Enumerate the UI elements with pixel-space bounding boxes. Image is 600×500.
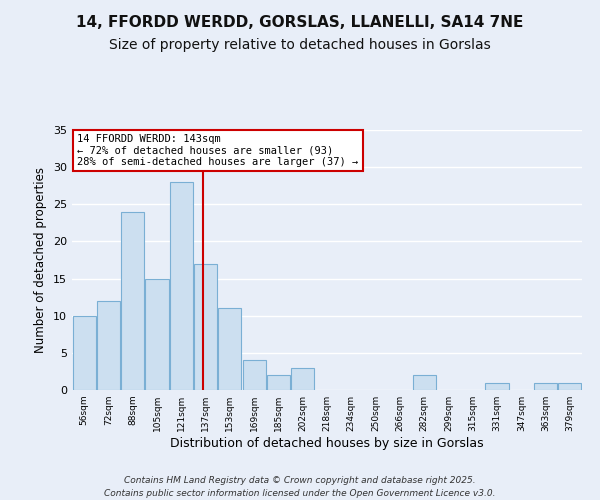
X-axis label: Distribution of detached houses by size in Gorslas: Distribution of detached houses by size … [170,437,484,450]
Bar [267,375,290,390]
Bar [194,264,217,390]
Bar [413,375,436,390]
Text: Size of property relative to detached houses in Gorslas: Size of property relative to detached ho… [109,38,491,52]
Bar [534,382,557,390]
Text: 14 FFORDD WERDD: 143sqm
← 72% of detached houses are smaller (93)
28% of semi-de: 14 FFORDD WERDD: 143sqm ← 72% of detache… [77,134,358,167]
Bar [242,360,266,390]
Y-axis label: Number of detached properties: Number of detached properties [34,167,47,353]
Bar [121,212,144,390]
Bar [170,182,193,390]
Text: 14, FFORDD WERDD, GORSLAS, LLANELLI, SA14 7NE: 14, FFORDD WERDD, GORSLAS, LLANELLI, SA1… [76,15,524,30]
Bar [559,382,581,390]
Text: Contains HM Land Registry data © Crown copyright and database right 2025.: Contains HM Land Registry data © Crown c… [124,476,476,485]
Bar [73,316,95,390]
Bar [485,382,509,390]
Bar [97,301,120,390]
Bar [145,278,169,390]
Text: Contains public sector information licensed under the Open Government Licence v3: Contains public sector information licen… [104,488,496,498]
Bar [291,368,314,390]
Bar [218,308,241,390]
